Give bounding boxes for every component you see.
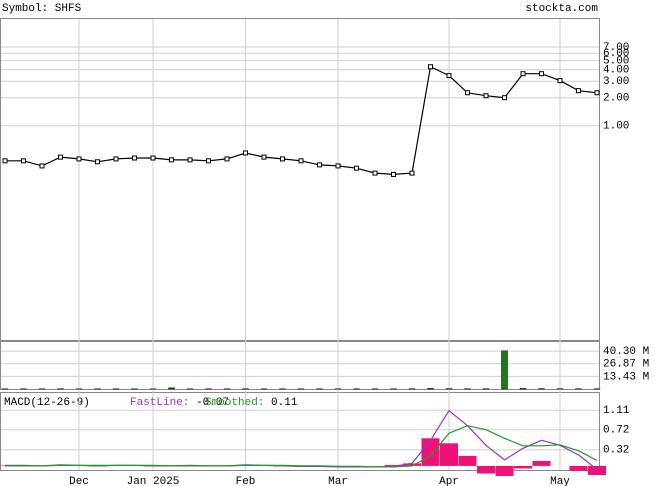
y-tick-label: 26.87 M bbox=[603, 359, 649, 371]
price-marker bbox=[335, 163, 341, 169]
price-marker bbox=[317, 162, 322, 168]
price-marker bbox=[483, 93, 489, 99]
price-marker bbox=[391, 171, 396, 177]
volume-bar bbox=[501, 350, 508, 390]
macd-histogram-bar bbox=[384, 464, 403, 466]
macd-histogram-bar bbox=[532, 460, 551, 466]
x-tick-label: Feb bbox=[236, 476, 256, 486]
y-tick-label: 5.00 bbox=[603, 56, 629, 68]
site-annotation: stockta.com bbox=[525, 3, 598, 15]
price-marker bbox=[113, 156, 119, 162]
y-tick-label: 1.11 bbox=[603, 405, 630, 417]
y-tick-label: 4.00 bbox=[603, 65, 629, 77]
price-marker bbox=[520, 71, 526, 77]
chart-title: Symbol: SHFS bbox=[2, 3, 82, 15]
price-marker bbox=[169, 157, 174, 163]
price-marker bbox=[206, 158, 211, 164]
price-marker bbox=[58, 154, 63, 160]
price-marker bbox=[594, 90, 600, 96]
price-marker bbox=[428, 64, 433, 70]
price-marker bbox=[150, 155, 156, 161]
y-tick-label: 40.30 M bbox=[603, 346, 649, 358]
price-marker bbox=[502, 95, 507, 101]
price-marker bbox=[76, 156, 82, 162]
price-marker bbox=[224, 156, 230, 162]
volume-bar bbox=[519, 388, 527, 390]
price-marker bbox=[372, 170, 378, 176]
price-marker bbox=[187, 157, 193, 163]
macd-histogram-bar bbox=[403, 463, 421, 466]
price-marker bbox=[576, 88, 581, 94]
macd-histogram-bar bbox=[495, 465, 514, 476]
price-marker bbox=[298, 158, 304, 164]
x-tick-label: Apr bbox=[439, 476, 459, 486]
y-tick-label: 1.00 bbox=[603, 121, 629, 133]
macd-histogram-bar bbox=[421, 438, 440, 466]
panel-frames bbox=[0, 18, 600, 471]
price-marker bbox=[465, 90, 470, 96]
x-tick-label: May bbox=[550, 476, 570, 486]
price-marker bbox=[243, 150, 248, 156]
price-panel bbox=[0, 18, 600, 341]
volume-bar bbox=[427, 388, 434, 390]
legend-entry: FastLine: -0.07 bbox=[130, 397, 229, 409]
legend-name: FastLine: bbox=[130, 397, 189, 409]
price-marker bbox=[539, 71, 544, 77]
macd-histogram-bar bbox=[514, 465, 532, 469]
legend-value: 0.11 bbox=[271, 397, 298, 409]
price-marker bbox=[95, 159, 100, 165]
x-tick-label: Jan 2025 bbox=[127, 476, 180, 486]
macd-panel bbox=[0, 392, 600, 471]
y-tick-label: 0.32 bbox=[603, 445, 629, 457]
price-marker bbox=[446, 73, 452, 79]
price-marker bbox=[39, 163, 45, 169]
y-tick-label: 2.00 bbox=[603, 93, 629, 105]
volume-bar bbox=[168, 387, 175, 390]
legend-value: -0.07 bbox=[196, 397, 229, 409]
price-marker bbox=[557, 78, 563, 84]
legend-name: Smoothed: bbox=[205, 397, 264, 409]
legend-entry: Smoothed: 0.11 bbox=[205, 397, 298, 409]
volume-panel bbox=[0, 341, 600, 390]
x-tick-label: Mar bbox=[328, 476, 348, 486]
y-tick-label: 3.00 bbox=[603, 76, 629, 88]
macd-histogram-bar bbox=[569, 465, 588, 471]
macd-histogram-bar bbox=[477, 465, 495, 474]
price-marker bbox=[21, 158, 26, 164]
price-marker bbox=[354, 165, 359, 171]
y-tick-label: 7.00 bbox=[603, 42, 629, 54]
y-tick-label: 13.43 M bbox=[603, 371, 649, 383]
y-tick-label: 6.00 bbox=[603, 48, 629, 60]
y-tick-label: 0.72 bbox=[603, 425, 629, 437]
macd-histogram-bar bbox=[458, 455, 477, 466]
macd-histogram-bar bbox=[588, 465, 606, 475]
price-marker bbox=[409, 170, 415, 176]
price-marker bbox=[261, 154, 267, 160]
x-tick-label: Dec bbox=[69, 476, 89, 486]
macd-line bbox=[5, 425, 598, 468]
price-marker bbox=[280, 156, 285, 162]
price-marker bbox=[132, 155, 137, 161]
price-marker bbox=[2, 158, 8, 164]
macd-title: MACD(12-26-9) bbox=[4, 397, 90, 409]
macd-histogram-bar bbox=[440, 443, 458, 466]
